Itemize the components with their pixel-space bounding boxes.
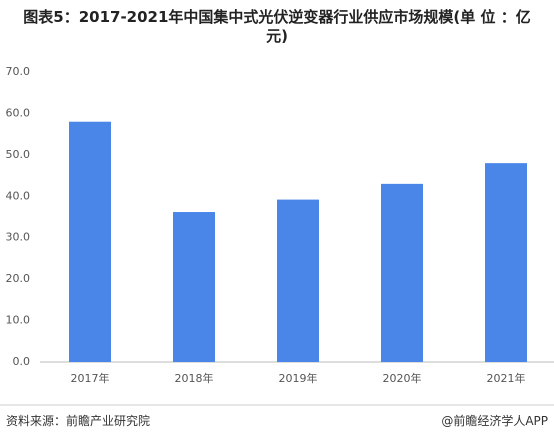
- bar: [381, 183, 423, 362]
- x-tick-label: 2019年: [279, 371, 318, 385]
- bar: [485, 163, 527, 362]
- y-tick-label: 0.0: [13, 355, 31, 368]
- y-tick-label: 70.0: [6, 65, 31, 78]
- y-tick-label: 10.0: [6, 314, 31, 327]
- bar: [173, 212, 215, 362]
- source: 资料来源：前瞻产业研究院: [6, 414, 151, 428]
- x-tick-label: 2017年: [71, 371, 110, 385]
- chart-title: 图表5：2017-2021年中国集中式光伏逆变器行业供应市场规模(单 位 ：亿元…: [23, 8, 531, 45]
- y-tick-label: 60.0: [6, 106, 31, 119]
- bar: [277, 199, 319, 362]
- x-tick-label: 2021年: [487, 371, 526, 385]
- credit: @前瞻经济学人APP: [441, 414, 548, 428]
- y-tick-label: 30.0: [6, 231, 31, 244]
- bar: [69, 121, 111, 362]
- y-tick-label: 50.0: [6, 148, 31, 161]
- y-tick-label: 20.0: [6, 272, 31, 285]
- y-tick-label: 40.0: [6, 189, 31, 202]
- x-tick-label: 2018年: [175, 371, 214, 385]
- x-tick-label: 2020年: [383, 371, 422, 385]
